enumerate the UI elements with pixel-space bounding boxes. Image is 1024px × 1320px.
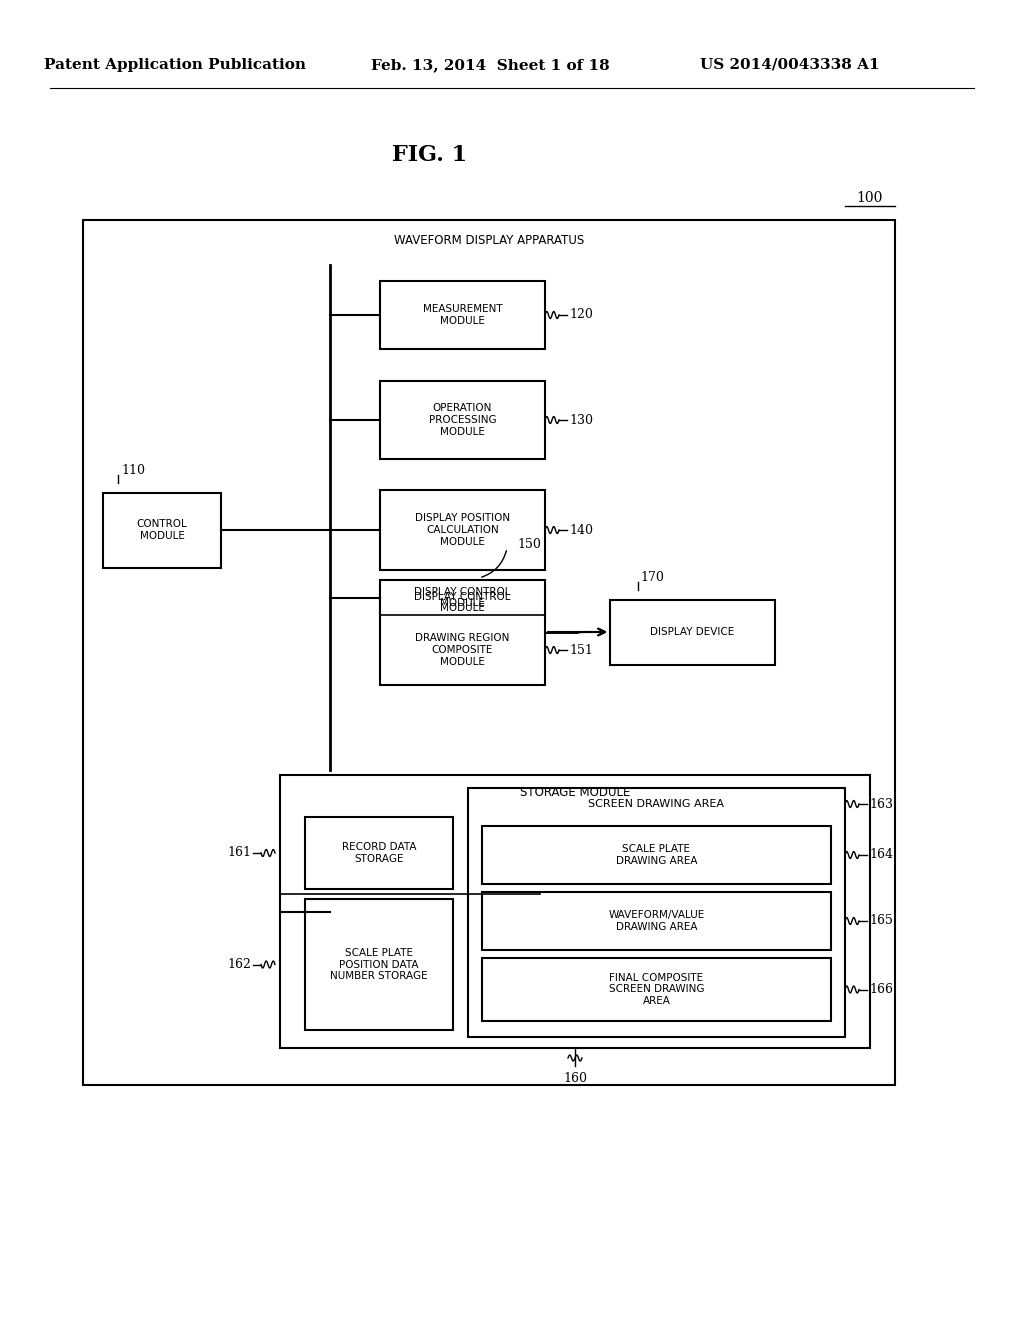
Text: 160: 160 [563, 1072, 587, 1085]
Bar [83, 220, 895, 1085]
Bar [280, 775, 870, 1048]
Text: 151: 151 [569, 644, 593, 656]
Text: US 2014/0043338 A1: US 2014/0043338 A1 [700, 58, 880, 73]
Text: 130: 130 [569, 413, 593, 426]
Text: 110: 110 [121, 465, 145, 477]
Bar [610, 599, 775, 664]
Text: WAVEFORM DISPLAY APPARATUS: WAVEFORM DISPLAY APPARATUS [394, 234, 584, 247]
Bar [482, 892, 831, 950]
Text: Feb. 13, 2014  Sheet 1 of 18: Feb. 13, 2014 Sheet 1 of 18 [371, 58, 609, 73]
Text: STORAGE MODULE: STORAGE MODULE [520, 787, 630, 800]
Bar [305, 817, 453, 888]
Text: 166: 166 [869, 983, 893, 997]
Text: WAVEFORM/VALUE
DRAWING AREA: WAVEFORM/VALUE DRAWING AREA [608, 911, 705, 932]
Text: 140: 140 [569, 524, 593, 536]
Text: DRAWING REGION
COMPOSITE
MODULE: DRAWING REGION COMPOSITE MODULE [416, 634, 510, 667]
Text: 163: 163 [869, 797, 893, 810]
Text: DISPLAY DEVICE: DISPLAY DEVICE [650, 627, 734, 638]
Text: Patent Application Publication: Patent Application Publication [44, 58, 306, 73]
Text: 170: 170 [640, 572, 664, 583]
Bar [482, 958, 831, 1020]
Text: CONTROL
MODULE: CONTROL MODULE [136, 519, 187, 541]
Text: 165: 165 [869, 915, 893, 928]
Text: 100: 100 [857, 191, 883, 205]
Bar [305, 899, 453, 1030]
Text: 120: 120 [569, 309, 593, 322]
Text: RECORD DATA
STORAGE: RECORD DATA STORAGE [342, 842, 416, 863]
Text: 161: 161 [227, 846, 251, 859]
Text: 150: 150 [517, 539, 541, 552]
Bar [468, 788, 845, 1038]
Text: OPERATION
PROCESSING
MODULE: OPERATION PROCESSING MODULE [429, 404, 497, 437]
Bar [380, 381, 545, 459]
Bar [103, 492, 221, 568]
Text: SCALE PLATE
POSITION DATA
NUMBER STORAGE: SCALE PLATE POSITION DATA NUMBER STORAGE [330, 948, 428, 981]
Bar [482, 826, 831, 884]
Text: 164: 164 [869, 849, 893, 862]
Text: DISPLAY CONTROL
MODULE: DISPLAY CONTROL MODULE [415, 591, 511, 614]
Bar [380, 281, 545, 348]
Text: DISPLAY POSITION
CALCULATION
MODULE: DISPLAY POSITION CALCULATION MODULE [415, 513, 510, 546]
Text: SCREEN DRAWING AREA: SCREEN DRAWING AREA [589, 799, 725, 809]
Bar [380, 490, 545, 570]
Bar [380, 579, 545, 685]
Bar [380, 585, 545, 620]
Text: SCALE PLATE
DRAWING AREA: SCALE PLATE DRAWING AREA [615, 845, 697, 866]
Text: MEASUREMENT
MODULE: MEASUREMENT MODULE [423, 304, 503, 326]
Text: FINAL COMPOSITE
SCREEN DRAWING
AREA: FINAL COMPOSITE SCREEN DRAWING AREA [608, 973, 705, 1006]
Text: FIG. 1: FIG. 1 [392, 144, 468, 166]
Text: 162: 162 [227, 958, 251, 972]
Text: DISPLAY CONTROL
MODULE: DISPLAY CONTROL MODULE [415, 586, 511, 609]
